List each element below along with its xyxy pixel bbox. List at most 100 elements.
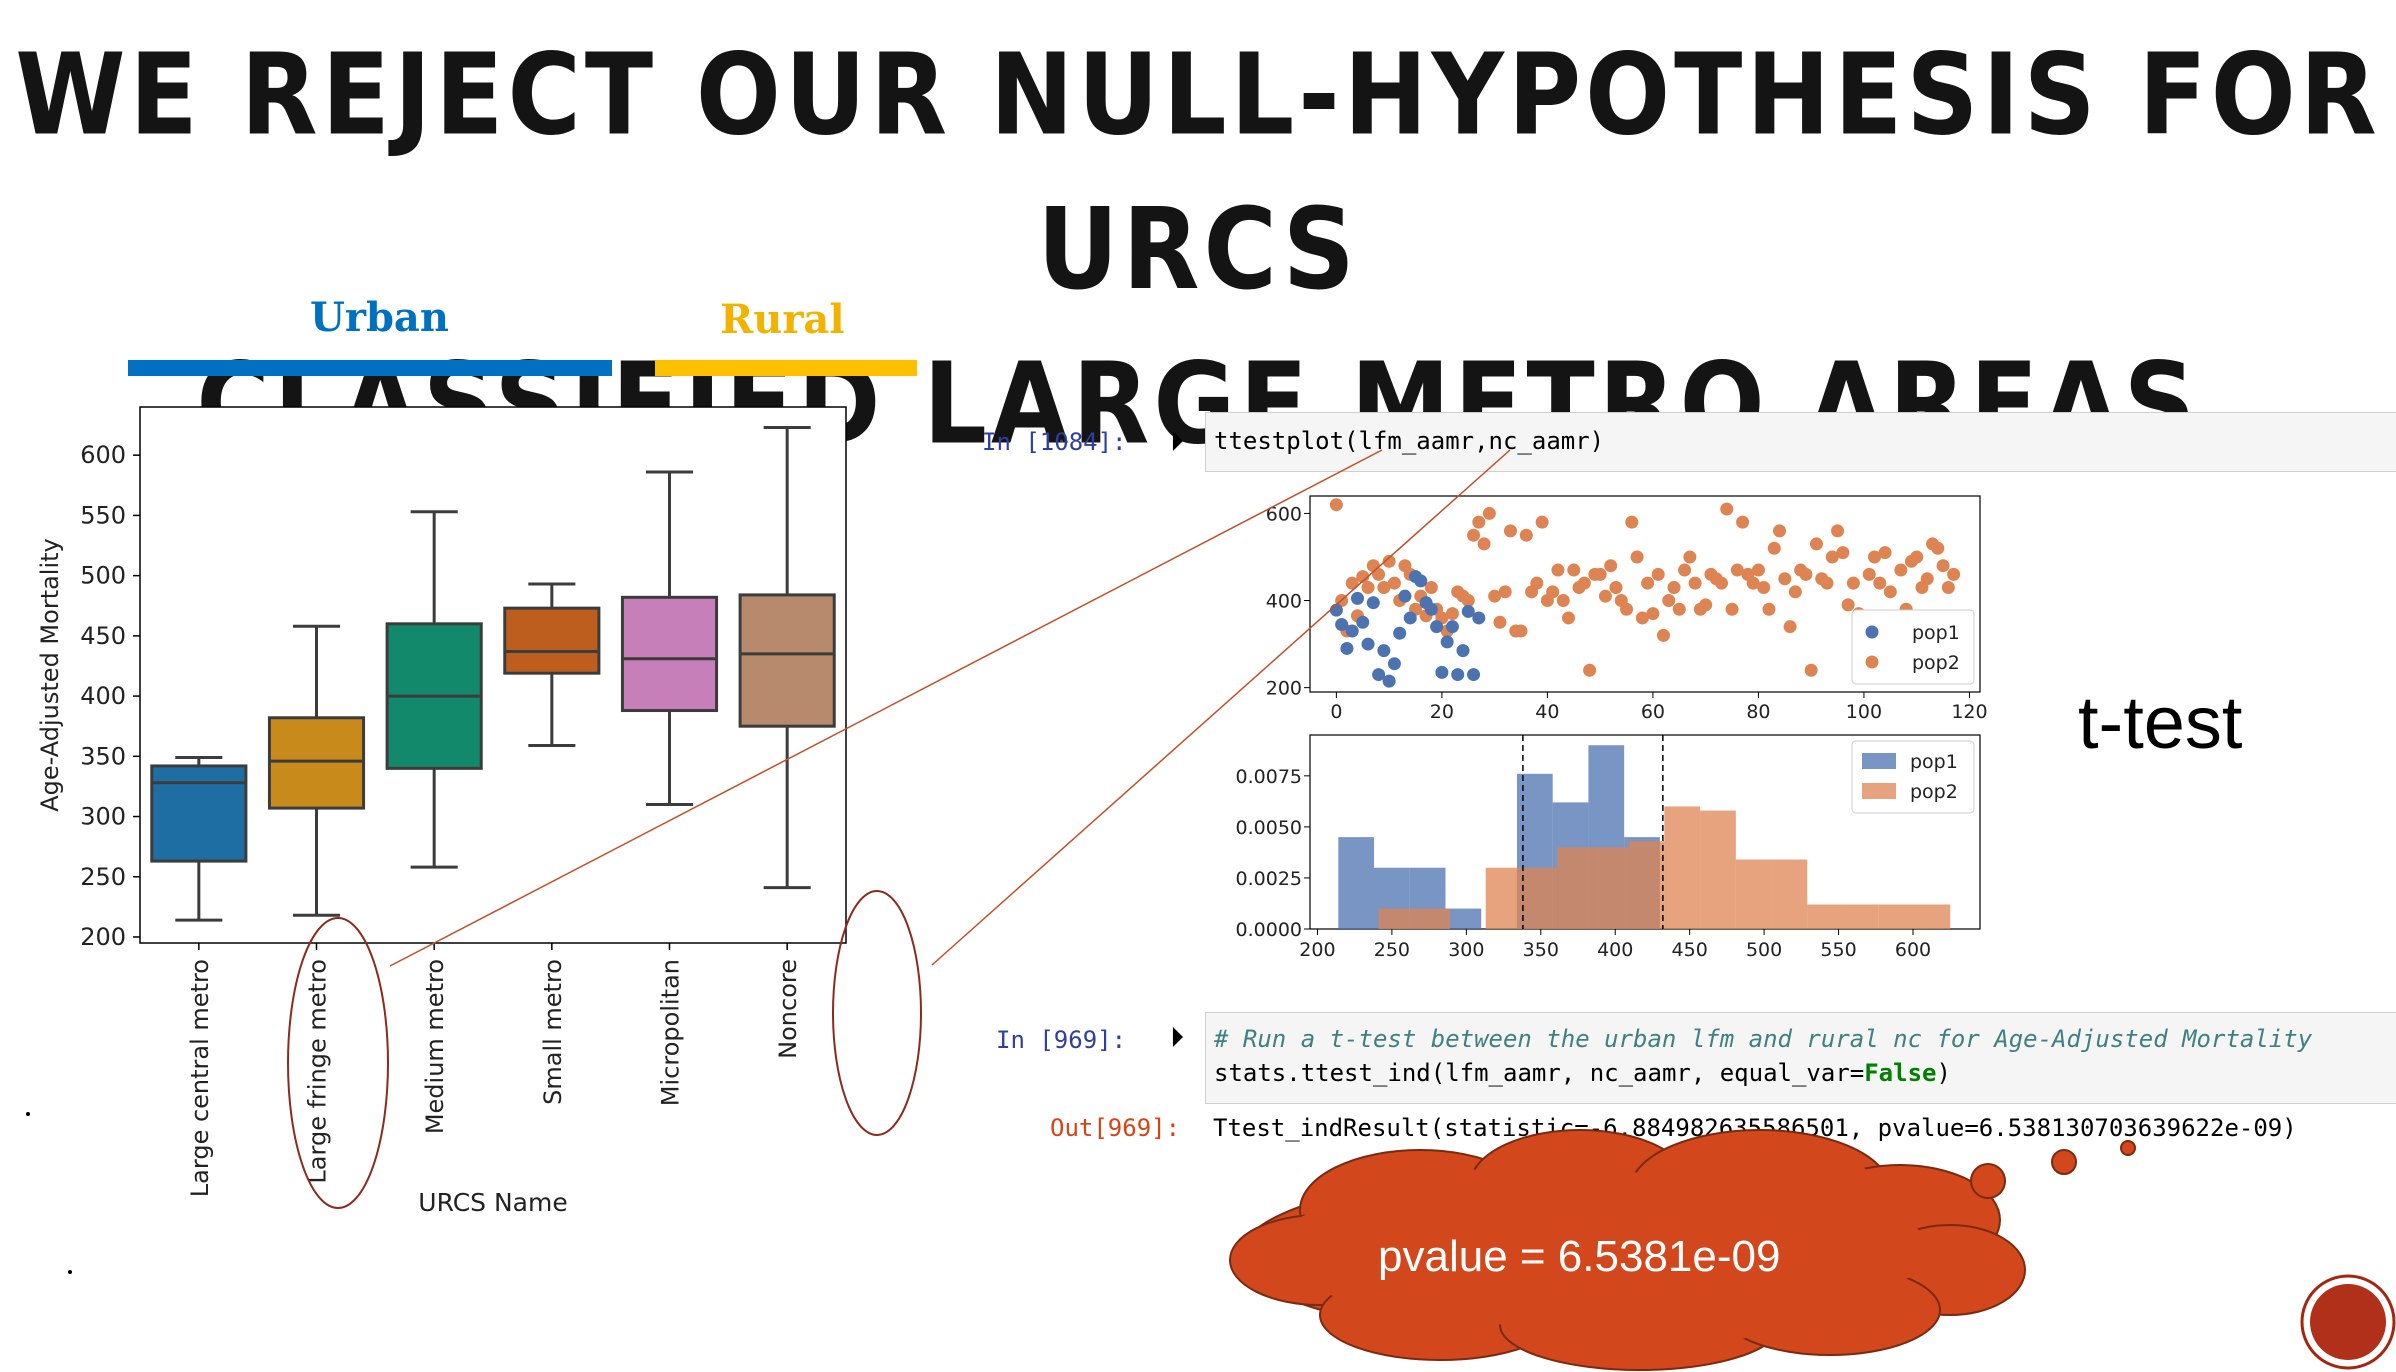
out-text: Ttest_indResult(statistic=-6.88498263558…	[1213, 1114, 2297, 1142]
cell2-code-close: )	[1936, 1059, 1951, 1087]
hist-bar	[1914, 904, 1951, 929]
hist-bar	[1445, 908, 1482, 929]
cell1-input[interactable]: ttestplot(lfm_aamr,nc_aamr)	[1205, 412, 2396, 472]
scatter-point	[1356, 615, 1370, 629]
x-tick-label: 500	[1746, 939, 1782, 961]
scatter-point	[1788, 585, 1802, 599]
legend-marker	[1865, 655, 1879, 669]
scatter-point	[1699, 598, 1713, 612]
scatter-point	[1577, 576, 1591, 590]
scatter-point	[1751, 563, 1765, 577]
x-tick-label: 250	[1374, 939, 1410, 961]
x-tick-label: 300	[1448, 939, 1484, 961]
scatter-point	[1820, 576, 1834, 590]
legend-label: pop2	[1910, 781, 1958, 803]
hist-bar	[1771, 859, 1808, 929]
scatter-point	[1656, 628, 1670, 642]
scatter-point	[1672, 602, 1686, 616]
scatter-point	[1778, 572, 1792, 586]
hist-bar	[1878, 904, 1915, 929]
cell2-code-false: False	[1864, 1059, 1937, 1087]
legend-marker	[1865, 625, 1879, 639]
x-tick-label: 0	[1330, 701, 1342, 723]
legend-marker	[1862, 783, 1896, 799]
scatter-point	[1567, 563, 1581, 577]
x-tick-label: 60	[1641, 701, 1665, 723]
x-tick-label: 350	[1523, 939, 1559, 961]
scatter-point	[1757, 580, 1771, 594]
x-tick-label: 450	[1672, 939, 1708, 961]
scatter-point	[1382, 554, 1396, 568]
scatter-point	[1688, 576, 1702, 590]
box	[738, 593, 836, 728]
run-cell-icon[interactable]: ⏵	[1170, 426, 1185, 457]
y-tick-label: 250	[80, 863, 126, 891]
scatter-point	[1366, 596, 1380, 610]
hist-bar	[1807, 904, 1844, 929]
scatter-point	[1746, 576, 1760, 590]
scatter-point	[1825, 550, 1839, 564]
histogram-chart: 0.0000 0.0025 0.0050 0.0075 200 250 300 350 400 4…	[1236, 734, 1981, 961]
scatter-point	[1514, 624, 1528, 638]
cell2-input[interactable]: # Run a t-test between the urban lfm and…	[1205, 1012, 2396, 1104]
scatter-chart: 200 400 600 0 20 40 60 80 100 120 pop1 pop2	[1266, 495, 1988, 723]
scatter-point	[1920, 572, 1934, 586]
hist-bar	[1592, 847, 1629, 929]
scatter-point	[1467, 528, 1481, 542]
scatter-point	[1862, 567, 1876, 581]
scatter-point	[1387, 657, 1401, 671]
slide-title-line-1: WE REJECT OUR NULL-HYPOTHESIS FOR URCS	[15, 29, 2381, 315]
boxplot-chart: 200 250 300 350 400 450 500 550 600 Age-Adjusted …	[36, 406, 847, 1217]
x-tick-label: Micropolitan	[657, 959, 685, 1106]
x-tick-label: Large fringe metro	[304, 959, 332, 1184]
x-tick-label: Medium metro	[421, 959, 449, 1134]
x-tick-label: Noncore	[774, 959, 802, 1059]
x-tick-label: 20	[1430, 701, 1454, 723]
scatter-point	[1472, 611, 1486, 625]
y-tick-label: 400	[80, 682, 126, 710]
scatter-point	[1350, 591, 1364, 605]
scatter-point	[1641, 576, 1655, 590]
scatter-point	[1873, 576, 1887, 590]
scatter-point	[1931, 541, 1945, 555]
scatter-point	[1393, 626, 1407, 640]
pvalue-callout: pvalue = 6.5381e-09	[1378, 1232, 1781, 1281]
x-tick-label: 40	[1535, 701, 1559, 723]
scatter-point	[1519, 528, 1533, 542]
y-tick-label: 0.0075	[1236, 766, 1302, 788]
run-cell-icon[interactable]: ⏵	[1170, 1022, 1185, 1053]
y-tick-label: 200	[1266, 678, 1302, 700]
scatter-point	[1773, 524, 1787, 538]
scatter-point	[1831, 524, 1845, 538]
scatter-point	[1947, 567, 1961, 581]
scatter-point	[1387, 576, 1401, 590]
scatter-point	[1878, 546, 1892, 560]
scatter-point	[1430, 620, 1444, 634]
cell2-code-args: (lfm_aamr, nc_aamr, equal_var=	[1430, 1059, 1865, 1087]
hist-bar	[1700, 810, 1736, 929]
scatter-point	[1329, 603, 1343, 617]
scatter-point	[1736, 515, 1750, 529]
y-tick-label: 600	[1266, 503, 1302, 525]
hist-bar	[1378, 908, 1415, 929]
scatter-point	[1382, 674, 1396, 688]
scatter-point	[1635, 611, 1649, 625]
out-prompt: Out[969]:	[1050, 1114, 1181, 1142]
scatter-point	[1530, 576, 1544, 590]
scatter-point	[1883, 585, 1897, 599]
urban-bar	[128, 360, 612, 376]
stray-dot	[68, 1270, 72, 1274]
hist-bar	[1338, 837, 1375, 929]
scatter-point	[1482, 506, 1496, 520]
hist-bar	[1521, 867, 1558, 929]
legend-box	[1851, 609, 1975, 685]
box	[150, 764, 248, 863]
scatter-point	[1398, 589, 1412, 603]
y-tick-label: 200	[80, 923, 126, 951]
scatter-point	[1720, 502, 1734, 516]
x-tick-label: 100	[1846, 701, 1882, 723]
scatter-point	[1836, 546, 1850, 560]
cell2-comment: # Run a t-test between the urban lfm and…	[1214, 1025, 2313, 1053]
scatter-point	[1767, 541, 1781, 555]
hist-bar	[1628, 841, 1665, 929]
